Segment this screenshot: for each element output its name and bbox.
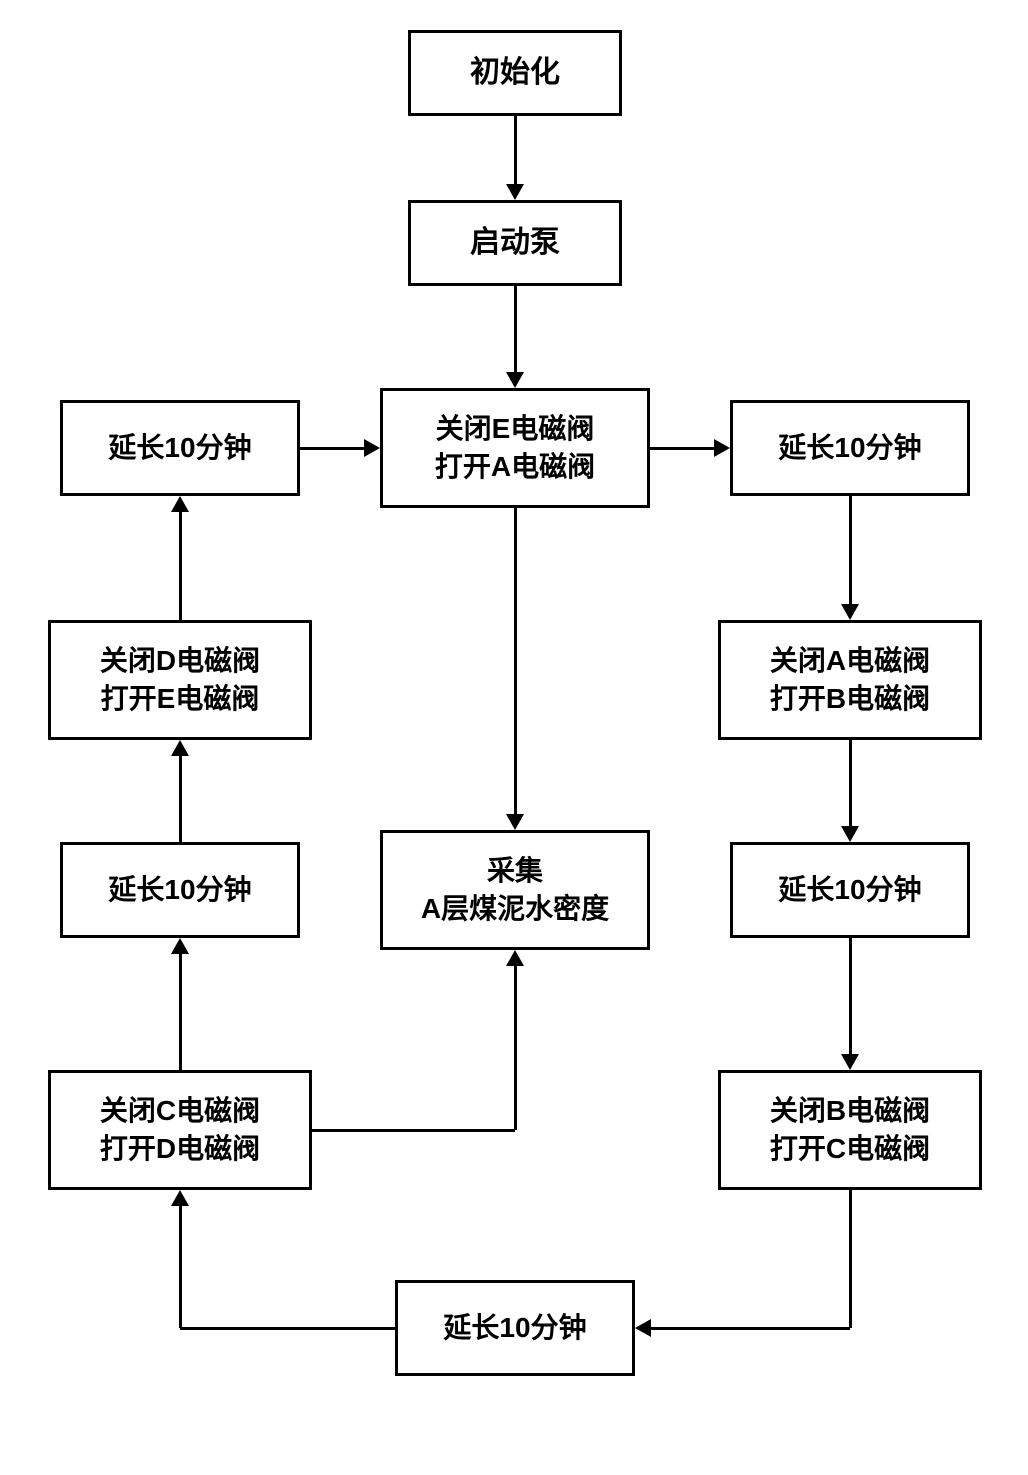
flow-node-label: 启动泵: [470, 223, 560, 264]
arrow-head-icon: [841, 604, 859, 620]
flow-node-label: 延长10分钟: [778, 429, 921, 467]
flow-node-delayR2: 延长10分钟: [730, 842, 970, 938]
flow-node-label: 打开C电磁阀: [770, 1130, 930, 1168]
arrow-head-icon: [171, 1190, 189, 1206]
flow-node-collect: 采集A层煤泥水密度: [380, 830, 650, 950]
flow-edge-segment: [849, 1190, 852, 1328]
flow-node-label: A层煤泥水密度: [421, 890, 609, 928]
arrow-head-icon: [171, 938, 189, 954]
flow-edge-segment: [312, 1129, 515, 1132]
flowchart-canvas: 初始化启动泵关闭E电磁阀打开A电磁阀延长10分钟延长10分钟关闭D电磁阀打开E电…: [0, 0, 1028, 1475]
arrow-head-icon: [714, 439, 730, 457]
arrow-head-icon: [506, 950, 524, 966]
arrow-head-icon: [171, 740, 189, 756]
flow-node-label: 延长10分钟: [108, 871, 251, 909]
flow-node-delayL1: 延长10分钟: [60, 400, 300, 496]
flow-node-label: 打开D电磁阀: [100, 1130, 260, 1168]
arrow-head-icon: [506, 814, 524, 830]
flow-node-label: 关闭E电磁阀: [436, 410, 595, 448]
arrow-head-icon: [841, 826, 859, 842]
flow-node-label: 关闭D电磁阀: [100, 642, 260, 680]
flow-edge-segment: [179, 1206, 182, 1328]
flow-node-EA: 关闭E电磁阀打开A电磁阀: [380, 388, 650, 508]
flow-edge-segment: [849, 496, 852, 604]
flow-edge-segment: [514, 508, 517, 814]
flow-edge-segment: [651, 1327, 850, 1330]
flow-edge-segment: [514, 966, 517, 1130]
flow-node-label: 初始化: [470, 53, 560, 94]
flow-node-init: 初始化: [408, 30, 622, 116]
flow-edge-segment: [300, 447, 364, 450]
flow-edge-segment: [849, 938, 852, 1054]
flow-node-label: 打开A电磁阀: [435, 448, 595, 486]
flow-node-label: 关闭A电磁阀: [770, 642, 930, 680]
flow-node-AB: 关闭A电磁阀打开B电磁阀: [718, 620, 982, 740]
arrow-head-icon: [364, 439, 380, 457]
flow-edge-segment: [179, 756, 182, 842]
flow-edge-segment: [514, 116, 517, 184]
flow-edge-segment: [849, 740, 852, 826]
flow-node-BC: 关闭B电磁阀打开C电磁阀: [718, 1070, 982, 1190]
flow-node-label: 打开B电磁阀: [770, 680, 930, 718]
flow-edge-segment: [180, 1327, 395, 1330]
flow-edge-segment: [179, 954, 182, 1070]
flow-node-label: 延长10分钟: [778, 871, 921, 909]
flow-node-label: 延长10分钟: [108, 429, 251, 467]
flow-node-delayL2: 延长10分钟: [60, 842, 300, 938]
arrow-head-icon: [841, 1054, 859, 1070]
flow-edge-segment: [514, 286, 517, 372]
arrow-head-icon: [506, 184, 524, 200]
arrow-head-icon: [506, 372, 524, 388]
flow-node-label: 关闭C电磁阀: [100, 1092, 260, 1130]
flow-node-label: 延长10分钟: [443, 1309, 586, 1347]
flow-node-DE: 关闭D电磁阀打开E电磁阀: [48, 620, 312, 740]
flow-node-label: 关闭B电磁阀: [770, 1092, 930, 1130]
flow-node-label: 打开E电磁阀: [101, 680, 260, 718]
arrow-head-icon: [171, 496, 189, 512]
flow-node-CD: 关闭C电磁阀打开D电磁阀: [48, 1070, 312, 1190]
flow-edge-segment: [179, 512, 182, 620]
flow-node-pump: 启动泵: [408, 200, 622, 286]
flow-node-delayB: 延长10分钟: [395, 1280, 635, 1376]
flow-node-delayR1: 延长10分钟: [730, 400, 970, 496]
flow-edge-segment: [650, 447, 714, 450]
arrow-head-icon: [635, 1319, 651, 1337]
flow-node-label: 采集: [487, 852, 543, 890]
